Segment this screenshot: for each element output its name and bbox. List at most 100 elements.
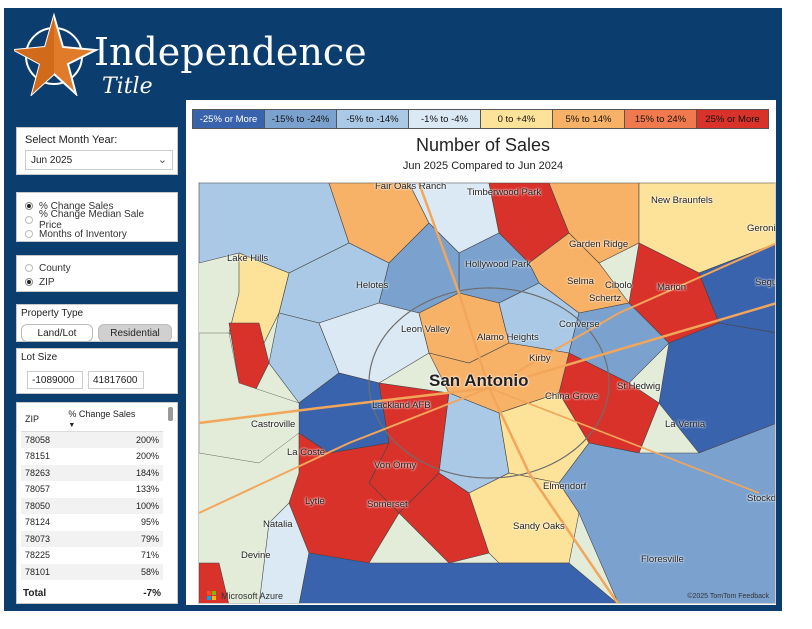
map-place-label: Timberwood Park xyxy=(467,187,542,198)
map-place-label: Geronimo xyxy=(747,223,776,234)
radio-icon xyxy=(25,216,33,224)
choropleth-map[interactable]: Fair Oaks Ranch Timberwood Park New Brau… xyxy=(198,182,776,604)
zip-cell: 78073 xyxy=(21,530,65,547)
table-row[interactable]: 78101 58% xyxy=(21,563,163,580)
map-place-label: Leon Valley xyxy=(401,324,450,335)
zip-cell: 78151 xyxy=(25,451,51,462)
table-total-row: Total -7% xyxy=(23,588,161,599)
geo-option-county[interactable]: County xyxy=(25,261,169,275)
table-row[interactable]: 78151 200% xyxy=(21,448,163,465)
map-place-label: China Grove xyxy=(545,391,599,402)
brand-name: Independence xyxy=(94,30,367,74)
legend-item: 5% to 14% xyxy=(552,109,625,129)
brand-subtitle: Title xyxy=(102,74,153,99)
lot-size-label: Lot Size xyxy=(21,352,58,363)
legend-item: -1% to -4% xyxy=(408,109,481,129)
lot-size-max-input[interactable]: 41817600 xyxy=(88,371,144,389)
map-place-label: Converse xyxy=(559,319,600,330)
metric-option-label: Months of Inventory xyxy=(39,228,127,240)
legend-item: 25% or More xyxy=(696,109,769,129)
lot-size-min-input[interactable]: -1089000 xyxy=(27,371,83,389)
change-cell: 71% xyxy=(140,550,159,561)
map-attribution-right[interactable]: ©2025 TomTom Feedback xyxy=(687,593,769,600)
table-row[interactable]: 78057 133% xyxy=(21,481,163,498)
change-cell: 184% xyxy=(64,464,163,481)
metric-option-label: % Change Median Sale Price xyxy=(38,209,145,231)
change-cell: 133% xyxy=(135,484,159,495)
chart-title: Number of Sales xyxy=(415,135,551,155)
radio-icon xyxy=(25,230,33,238)
radio-icon xyxy=(25,264,33,272)
metric-option-price[interactable]: % Change Median Sale Price xyxy=(25,209,169,231)
zip-table: ZIP % Change Sales ▼ 78058 200% 78151 200% … xyxy=(21,407,163,580)
map-place-label: Floresville xyxy=(641,554,684,565)
chart-subtitle: Jun 2025 Compared to Jun 2024 xyxy=(402,160,564,172)
lot-size-panel: Lot Size -1089000 41817600 xyxy=(16,348,178,394)
map-place-label: Schertz xyxy=(589,293,622,304)
map-place-label: Castroville xyxy=(251,419,296,430)
zip-column-header[interactable]: ZIP xyxy=(21,407,65,432)
table-row[interactable]: 78124 95% xyxy=(21,514,163,531)
property-type-label: Property Type xyxy=(21,308,84,319)
map-place-label: Lake Hills xyxy=(227,253,269,264)
radio-selected-icon xyxy=(25,278,33,286)
metric-option-inventory[interactable]: Months of Inventory xyxy=(25,227,169,241)
table-row[interactable]: 78263 184% xyxy=(21,464,163,481)
map-place-label: Devine xyxy=(241,550,271,561)
zip-cell: 78058 xyxy=(21,431,65,448)
map-place-label: New Braunfels xyxy=(651,195,713,206)
legend-item: -5% to -14% xyxy=(336,109,409,129)
radio-selected-icon xyxy=(25,202,33,210)
zip-table-panel: ZIP % Change Sales ▼ 78058 200% 78151 200% … xyxy=(16,402,178,604)
zip-cell: 78050 xyxy=(21,497,65,514)
table-row[interactable]: 78050 100% xyxy=(21,497,163,514)
map-place-label: Helotes xyxy=(356,280,389,291)
month-dropdown-value: Jun 2025 xyxy=(31,155,73,166)
map-place-label: Hollywood Park xyxy=(465,259,531,270)
geo-option-label: ZIP xyxy=(39,276,55,288)
map-place-label: Von Ormy xyxy=(374,460,417,471)
total-label: Total xyxy=(23,588,47,599)
land-lot-button[interactable]: Land/Lot xyxy=(21,324,93,342)
map-place-label: La Vernia xyxy=(665,419,706,430)
star-logo-icon xyxy=(14,12,100,96)
map-place-label: Kirby xyxy=(529,353,551,364)
sidebar: Select Month Year: Jun 2025 ⌄ % Change S… xyxy=(4,100,186,611)
zip-cell: 78057 xyxy=(25,484,51,495)
legend-item: -25% or More xyxy=(192,109,265,129)
geo-option-label: County xyxy=(39,262,71,274)
map-place-label: Marion xyxy=(657,282,687,293)
map-place-label: Stockdale xyxy=(747,493,776,504)
table-scrollbar[interactable] xyxy=(168,407,173,421)
map-place-label: Alamo Heights xyxy=(477,332,539,343)
sort-desc-icon: ▼ xyxy=(68,422,76,429)
map-attribution-left: Microsoft Azure xyxy=(221,591,284,601)
legend-item: 0 to +4% xyxy=(480,109,553,129)
map-place-label: La Coste xyxy=(287,447,326,458)
metric-option-sales[interactable]: % Change Sales xyxy=(25,199,169,213)
table-row[interactable]: 78073 79% xyxy=(21,530,163,547)
change-cell: 200% xyxy=(135,451,159,462)
change-column-header[interactable]: % Change Sales ▼ xyxy=(64,407,163,432)
map-place-label: Somerset xyxy=(367,499,408,510)
property-type-panel: Property Type Land/Lot Residential xyxy=(16,304,178,342)
zip-cell: 78124 xyxy=(25,517,51,528)
change-cell: 200% xyxy=(64,431,163,448)
map-place-label: Elmendorf xyxy=(543,481,587,492)
chevron-down-icon: ⌄ xyxy=(157,154,167,166)
table-row[interactable]: 78225 71% xyxy=(21,547,163,564)
legend-item: 15% to 24% xyxy=(624,109,697,129)
change-cell: 58% xyxy=(64,563,163,580)
map-city-label: San Antonio xyxy=(429,371,529,390)
map-place-label: Selma xyxy=(567,276,594,287)
map-place-label: St Hedwig xyxy=(617,381,661,392)
metric-option-label: % Change Sales xyxy=(39,200,114,212)
map-place-label: Garden Ridge xyxy=(569,239,629,250)
residential-button[interactable]: Residential xyxy=(98,324,172,342)
metric-options-panel: % Change Sales % Change Median Sale Pric… xyxy=(16,192,178,242)
table-row[interactable]: 78058 200% xyxy=(21,431,163,448)
geo-option-zip[interactable]: ZIP xyxy=(25,275,169,289)
microsoft-logo-icon xyxy=(207,591,217,601)
month-dropdown[interactable]: Jun 2025 ⌄ xyxy=(25,150,173,170)
change-cell: 100% xyxy=(64,497,163,514)
